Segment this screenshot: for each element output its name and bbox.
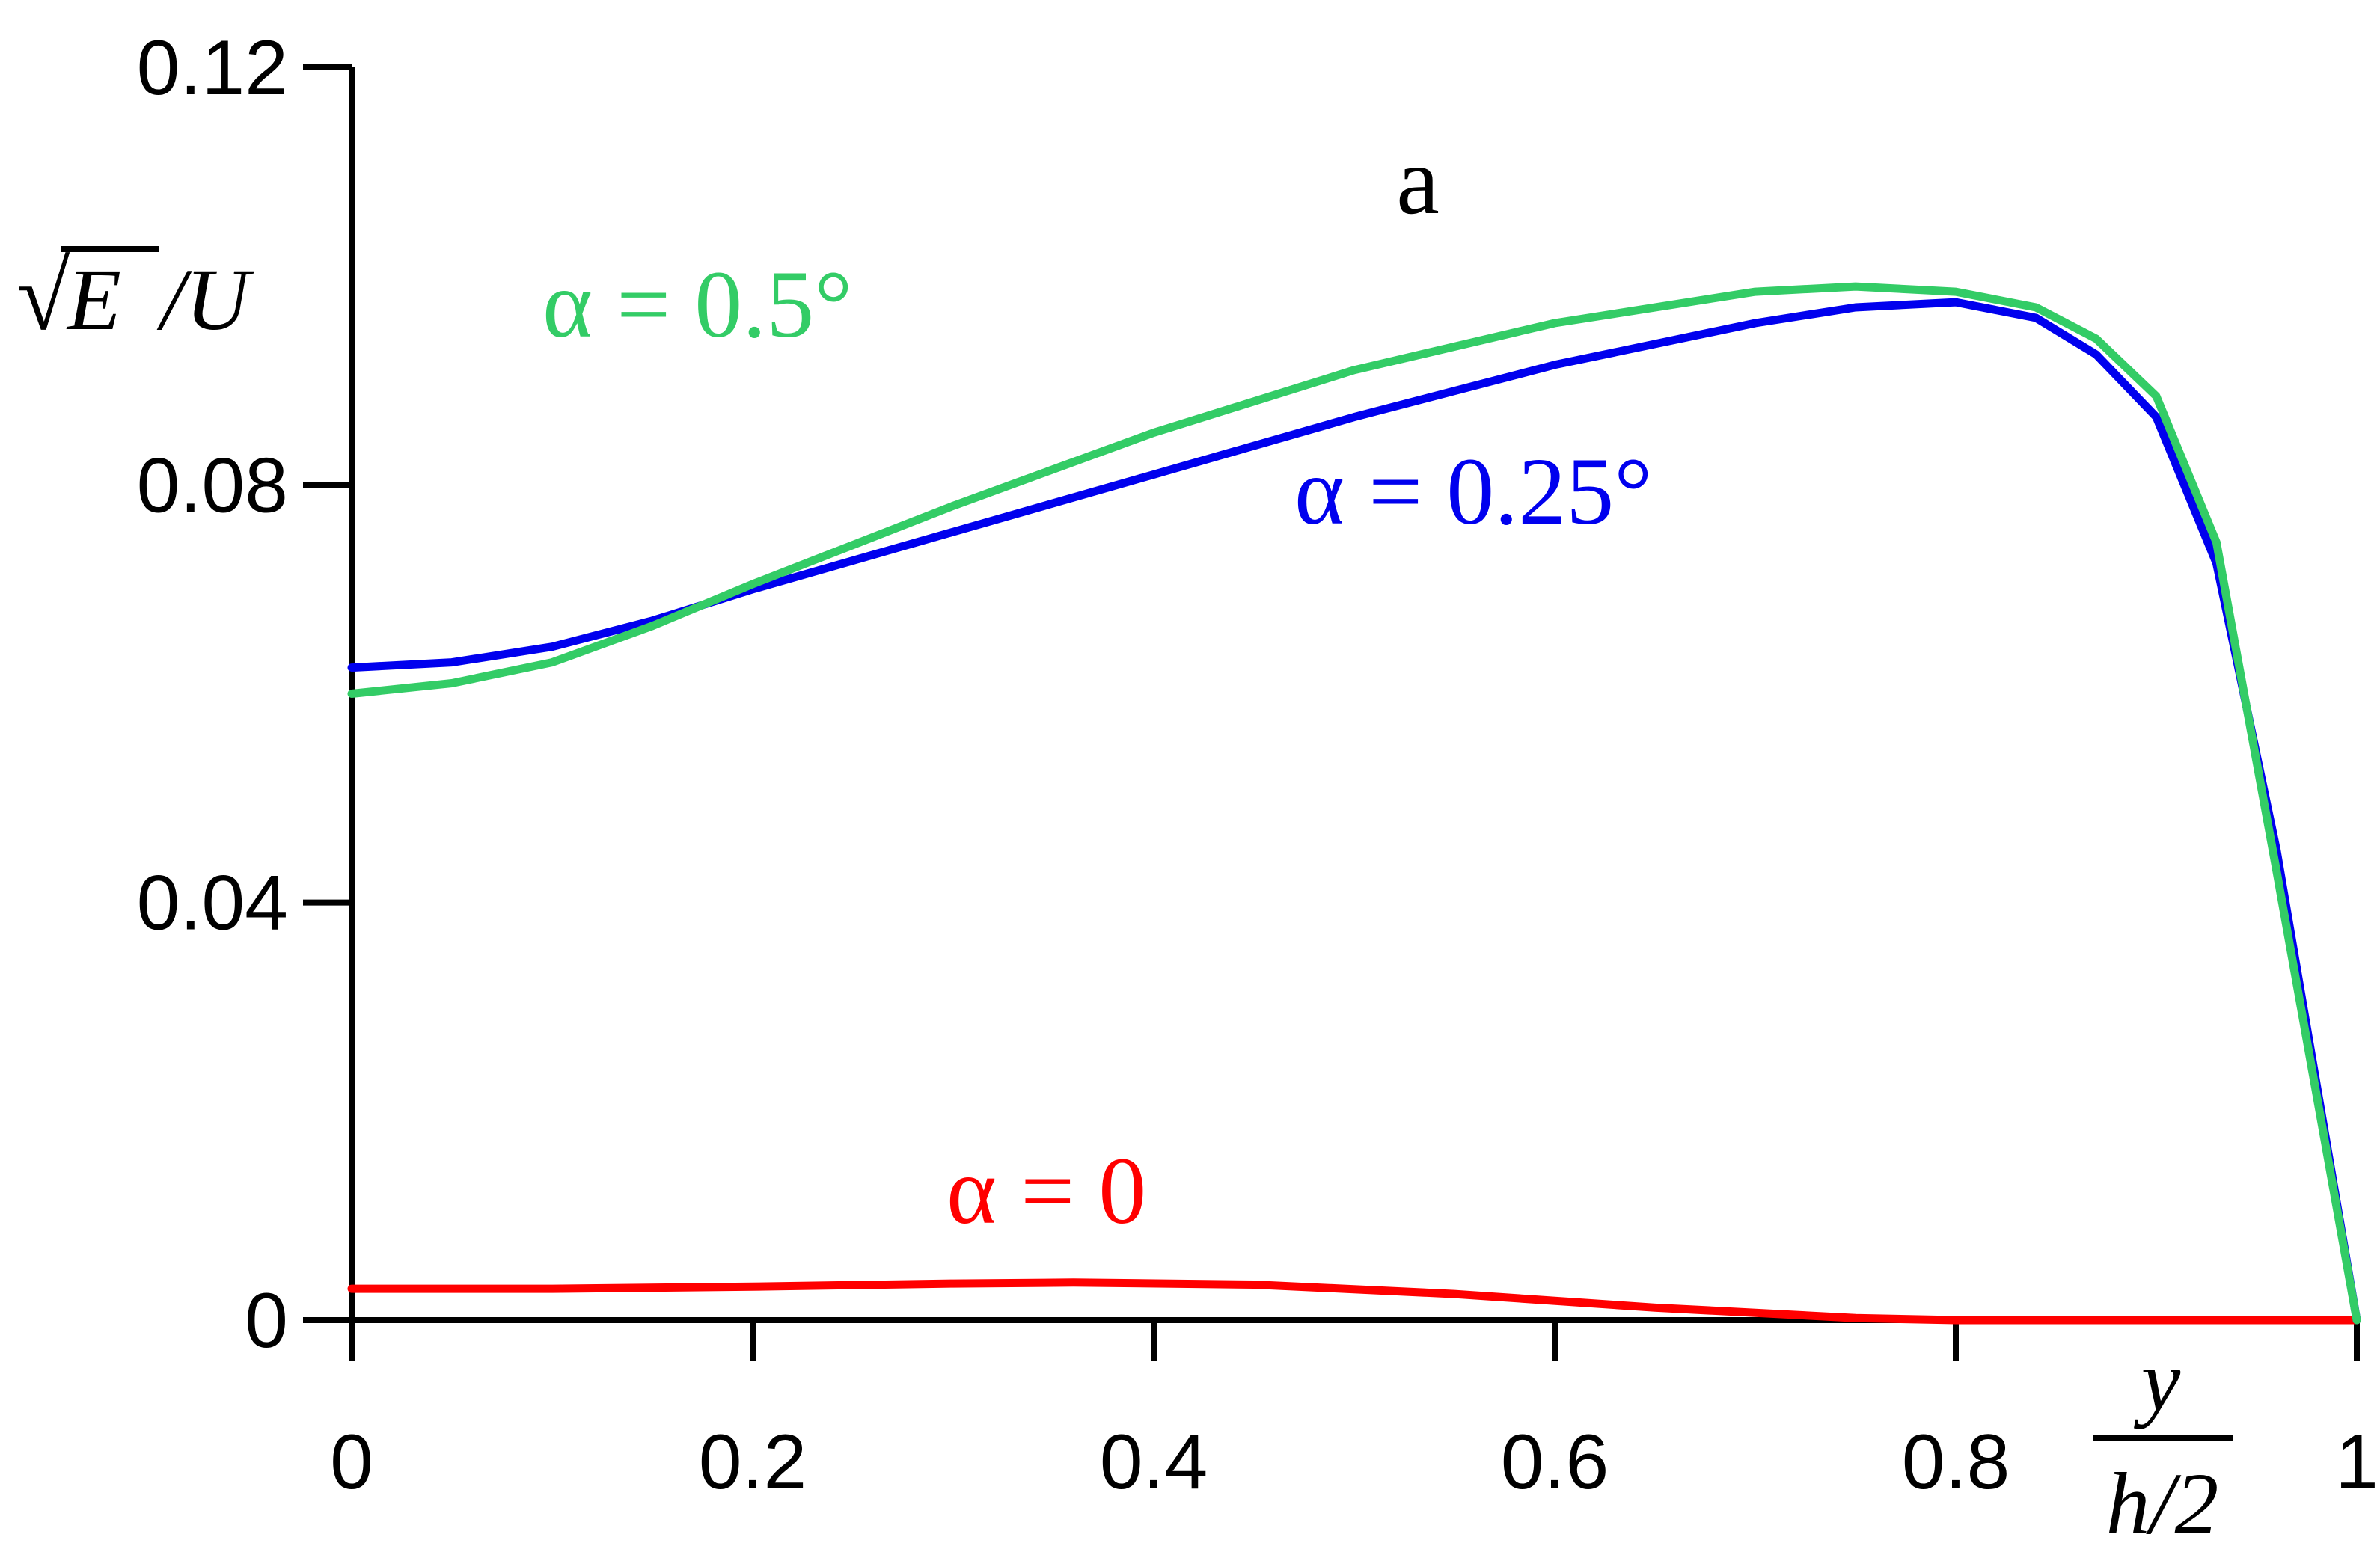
series-line (347, 298, 2361, 1325)
series-label-alpha-0: α = 0 (946, 1138, 1146, 1244)
x-tick-label: 0 (330, 1419, 373, 1506)
y-tick-label: 0 (245, 1278, 288, 1364)
y-axis-title-divisor: /U (156, 251, 254, 349)
y-axis-title-radical: √ (16, 243, 70, 351)
y-tick-label: 0.08 (137, 442, 288, 529)
y-ticks: 0 0.04 0.08 0.12 (137, 25, 352, 1364)
y-tick-label: 0.12 (137, 25, 288, 111)
y-tick-label: 0.04 (137, 860, 288, 947)
series-line (347, 282, 2361, 1325)
series-label-alpha-0.25: α = 0.25° (1294, 438, 1652, 545)
series-line (347, 1278, 2361, 1325)
panel-label: a (1396, 127, 1440, 235)
x-axis-title-denominator: h/2 (2106, 1455, 2219, 1553)
x-axis-title-numerator: y (2134, 1331, 2181, 1429)
x-tick-label: 0.8 (1902, 1419, 2010, 1506)
series-label-alpha-0.5: α = 0.5° (542, 251, 852, 358)
x-ticks: 0 0.2 0.4 0.6 0.8 1 (330, 1320, 2379, 1506)
x-tick-label: 0.2 (699, 1419, 807, 1506)
x-tick-label: 1 (2335, 1419, 2379, 1506)
series-lines (347, 282, 2361, 1325)
x-tick-label: 0.6 (1501, 1419, 1609, 1506)
y-axis-title: √ E /U (16, 243, 254, 351)
y-axis-title-variable: E (66, 251, 121, 349)
x-axis-title: y h/2 (2093, 1331, 2233, 1553)
x-tick-label: 0.4 (1100, 1419, 1208, 1506)
